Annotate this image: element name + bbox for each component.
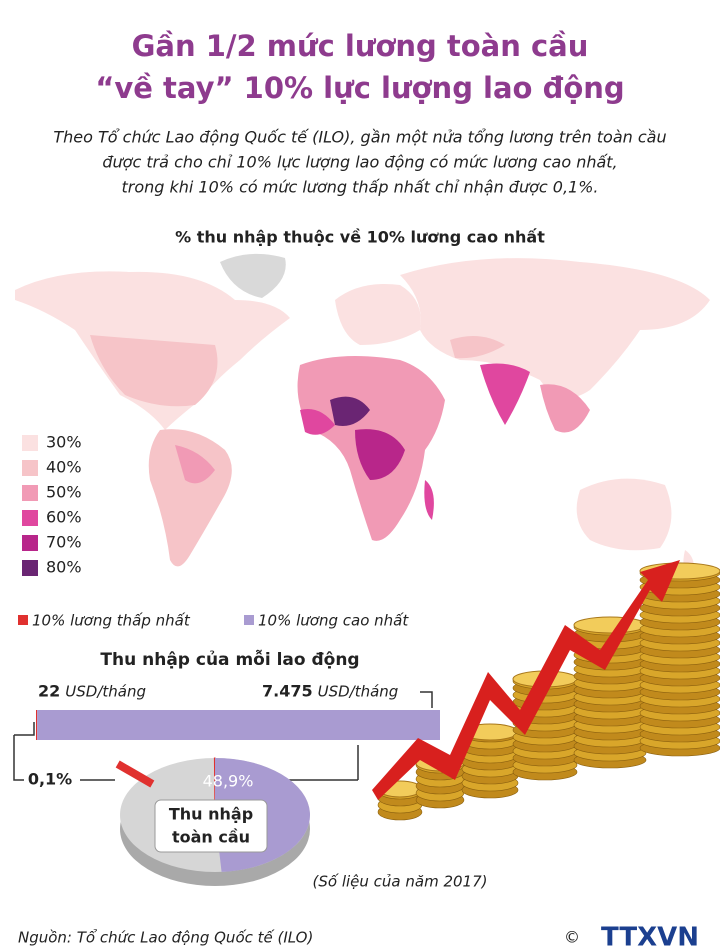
legend-label: 30% bbox=[46, 433, 82, 452]
legend-swatch bbox=[22, 510, 38, 526]
map-title: % thu nhập thuộc về 10% lương cao nhất bbox=[175, 228, 545, 247]
pie-label: Thu nhập bbox=[169, 805, 253, 824]
label-box bbox=[154, 799, 268, 853]
legend-label: 10% lương thấp nhất bbox=[32, 612, 191, 630]
logo: TTXVN bbox=[601, 923, 699, 949]
legend-swatch bbox=[18, 615, 28, 625]
legend-label: 40% bbox=[46, 458, 82, 477]
legend-swatch bbox=[22, 435, 38, 451]
intro-line: Theo Tổ chức Lao động Quốc tế (ILO), gần… bbox=[53, 128, 666, 147]
slice-label: 48,9% bbox=[203, 772, 254, 791]
legend-swatch bbox=[244, 615, 254, 625]
source: Nguồn: Tổ chức Lao động Quốc tế (ILO) bbox=[18, 929, 313, 947]
legend-label: 80% bbox=[46, 558, 82, 577]
bar-segment bbox=[37, 710, 440, 740]
unit-label: USD/tháng bbox=[65, 683, 146, 701]
value-label: 7.475 bbox=[262, 682, 313, 701]
intro-line: trong khi 10% có mức lương thấp nhất chỉ… bbox=[121, 178, 598, 197]
legend-label: 10% lương cao nhất bbox=[258, 612, 409, 630]
note: (Số liệu của năm 2017) bbox=[313, 873, 488, 891]
legend-swatch bbox=[22, 560, 38, 576]
bar-title: Thu nhập của mỗi lao động bbox=[100, 648, 359, 670]
bracket bbox=[14, 722, 35, 736]
title-line: Gần 1/2 mức lương toàn cầu bbox=[132, 29, 589, 63]
pie-label: toàn cầu bbox=[172, 828, 250, 847]
bracket bbox=[13, 735, 24, 781]
title-line: “về tay” 10% lực lượng lao động bbox=[95, 71, 624, 105]
intro-line: được trả cho chỉ 10% lực lượng lao động … bbox=[102, 153, 617, 172]
coin-top bbox=[573, 616, 647, 634]
pointer bbox=[115, 760, 155, 788]
legend-swatch bbox=[22, 535, 38, 551]
legend-label: 50% bbox=[46, 483, 82, 502]
rising-arrow bbox=[372, 560, 680, 800]
copyright: © bbox=[564, 928, 580, 947]
legend-label: 60% bbox=[46, 508, 82, 527]
unit-label: USD/tháng bbox=[318, 683, 399, 701]
bracket bbox=[420, 691, 433, 708]
legend-swatch bbox=[22, 485, 38, 501]
value-label: 22 bbox=[38, 682, 60, 701]
bar-segment bbox=[36, 710, 38, 740]
slice-label: 0,1% bbox=[28, 770, 72, 789]
world-map bbox=[15, 253, 710, 585]
legend-swatch bbox=[22, 460, 38, 476]
pie-slice bbox=[213, 757, 216, 816]
legend-label: 70% bbox=[46, 533, 82, 552]
